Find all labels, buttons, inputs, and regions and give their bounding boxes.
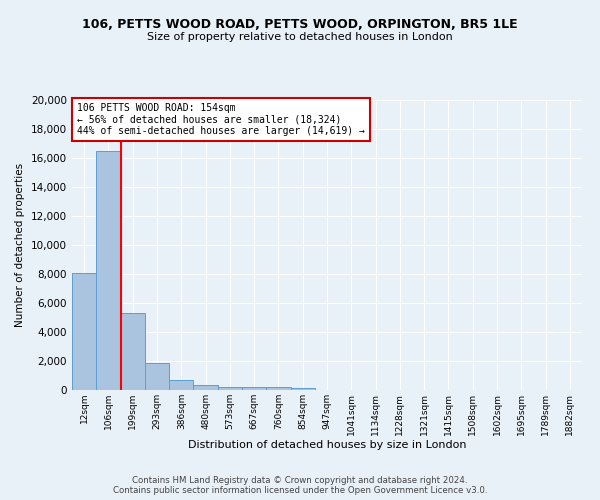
Bar [169,380,193,390]
Text: 106 PETTS WOOD ROAD: 154sqm
← 56% of detached houses are smaller (18,324)
44% of: 106 PETTS WOOD ROAD: 154sqm ← 56% of det… [77,103,365,136]
Bar [72,272,96,390]
Bar [145,363,169,390]
Text: 106, PETTS WOOD ROAD, PETTS WOOD, ORPINGTON, BR5 1LE: 106, PETTS WOOD ROAD, PETTS WOOD, ORPING… [82,18,518,30]
Text: Size of property relative to detached houses in London: Size of property relative to detached ho… [147,32,453,42]
Bar [121,313,145,390]
Text: Contains HM Land Registry data © Crown copyright and database right 2024.
Contai: Contains HM Land Registry data © Crown c… [113,476,487,495]
Bar [242,387,266,390]
Bar [290,388,315,390]
Bar [96,151,121,390]
Bar [266,387,290,390]
Bar [218,386,242,390]
Bar [193,386,218,390]
Y-axis label: Number of detached properties: Number of detached properties [16,163,25,327]
X-axis label: Distribution of detached houses by size in London: Distribution of detached houses by size … [188,440,466,450]
